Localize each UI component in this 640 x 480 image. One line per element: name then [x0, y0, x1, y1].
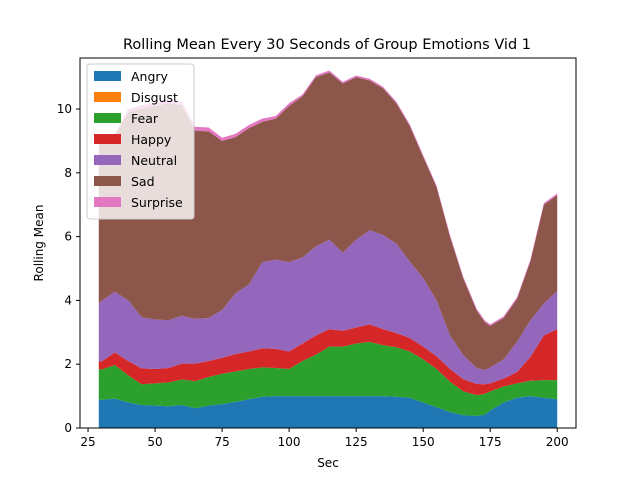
y-tick-label: 4	[64, 293, 72, 307]
y-tick-label: 2	[64, 357, 72, 371]
legend-label-neutral: Neutral	[131, 153, 177, 168]
x-tick-label: 25	[80, 435, 95, 449]
x-tick-label: 75	[214, 435, 229, 449]
y-tick-label: 8	[64, 166, 72, 180]
plot-area	[98, 70, 558, 428]
legend-label-surprise: Surprise	[131, 195, 183, 210]
x-tick-label: 50	[147, 435, 162, 449]
y-tick-label: 6	[64, 230, 72, 244]
legend-label-disgust: Disgust	[131, 90, 178, 105]
x-tick-label: 125	[345, 435, 368, 449]
legend-swatch-neutral	[94, 155, 121, 165]
area-angry	[98, 396, 558, 428]
legend-label-sad: Sad	[131, 174, 155, 189]
plot-frame	[79, 57, 577, 429]
chart-title: Rolling Mean Every 30 Seconds of Group E…	[123, 37, 531, 53]
legend-swatch-angry	[94, 71, 121, 81]
legend-label-angry: Angry	[131, 69, 169, 84]
legend-label-fear: Fear	[131, 111, 159, 126]
x-tick-label: 175	[479, 435, 502, 449]
area-surprise	[98, 70, 558, 326]
area-fear	[98, 341, 558, 416]
x-axis-label: Sec	[317, 456, 339, 470]
legend-swatch-disgust	[94, 92, 121, 102]
legend-swatch-surprise	[94, 197, 121, 207]
x-tick-label: 100	[278, 435, 301, 449]
area-happy	[98, 324, 558, 396]
x-tick-label: 150	[412, 435, 435, 449]
x-tick-label: 200	[546, 435, 569, 449]
y-axis-label: Rolling Mean	[32, 205, 46, 282]
area-neutral	[98, 230, 558, 385]
y-axis: 0 2 4 6 8 10	[57, 102, 80, 435]
legend: Angry Disgust Fear Happy Neutral Sad Surprise	[86, 63, 195, 220]
legend-swatch-fear	[94, 113, 121, 123]
legend-swatch-happy	[94, 134, 121, 144]
y-tick-label: 0	[64, 421, 72, 435]
y-tick-label: 10	[57, 102, 72, 116]
legend-swatch-sad	[94, 176, 121, 186]
legend-label-happy: Happy	[131, 132, 172, 147]
area-sad	[98, 72, 558, 370]
x-axis: 25 50 75 100 125 150 175 200	[80, 428, 569, 449]
